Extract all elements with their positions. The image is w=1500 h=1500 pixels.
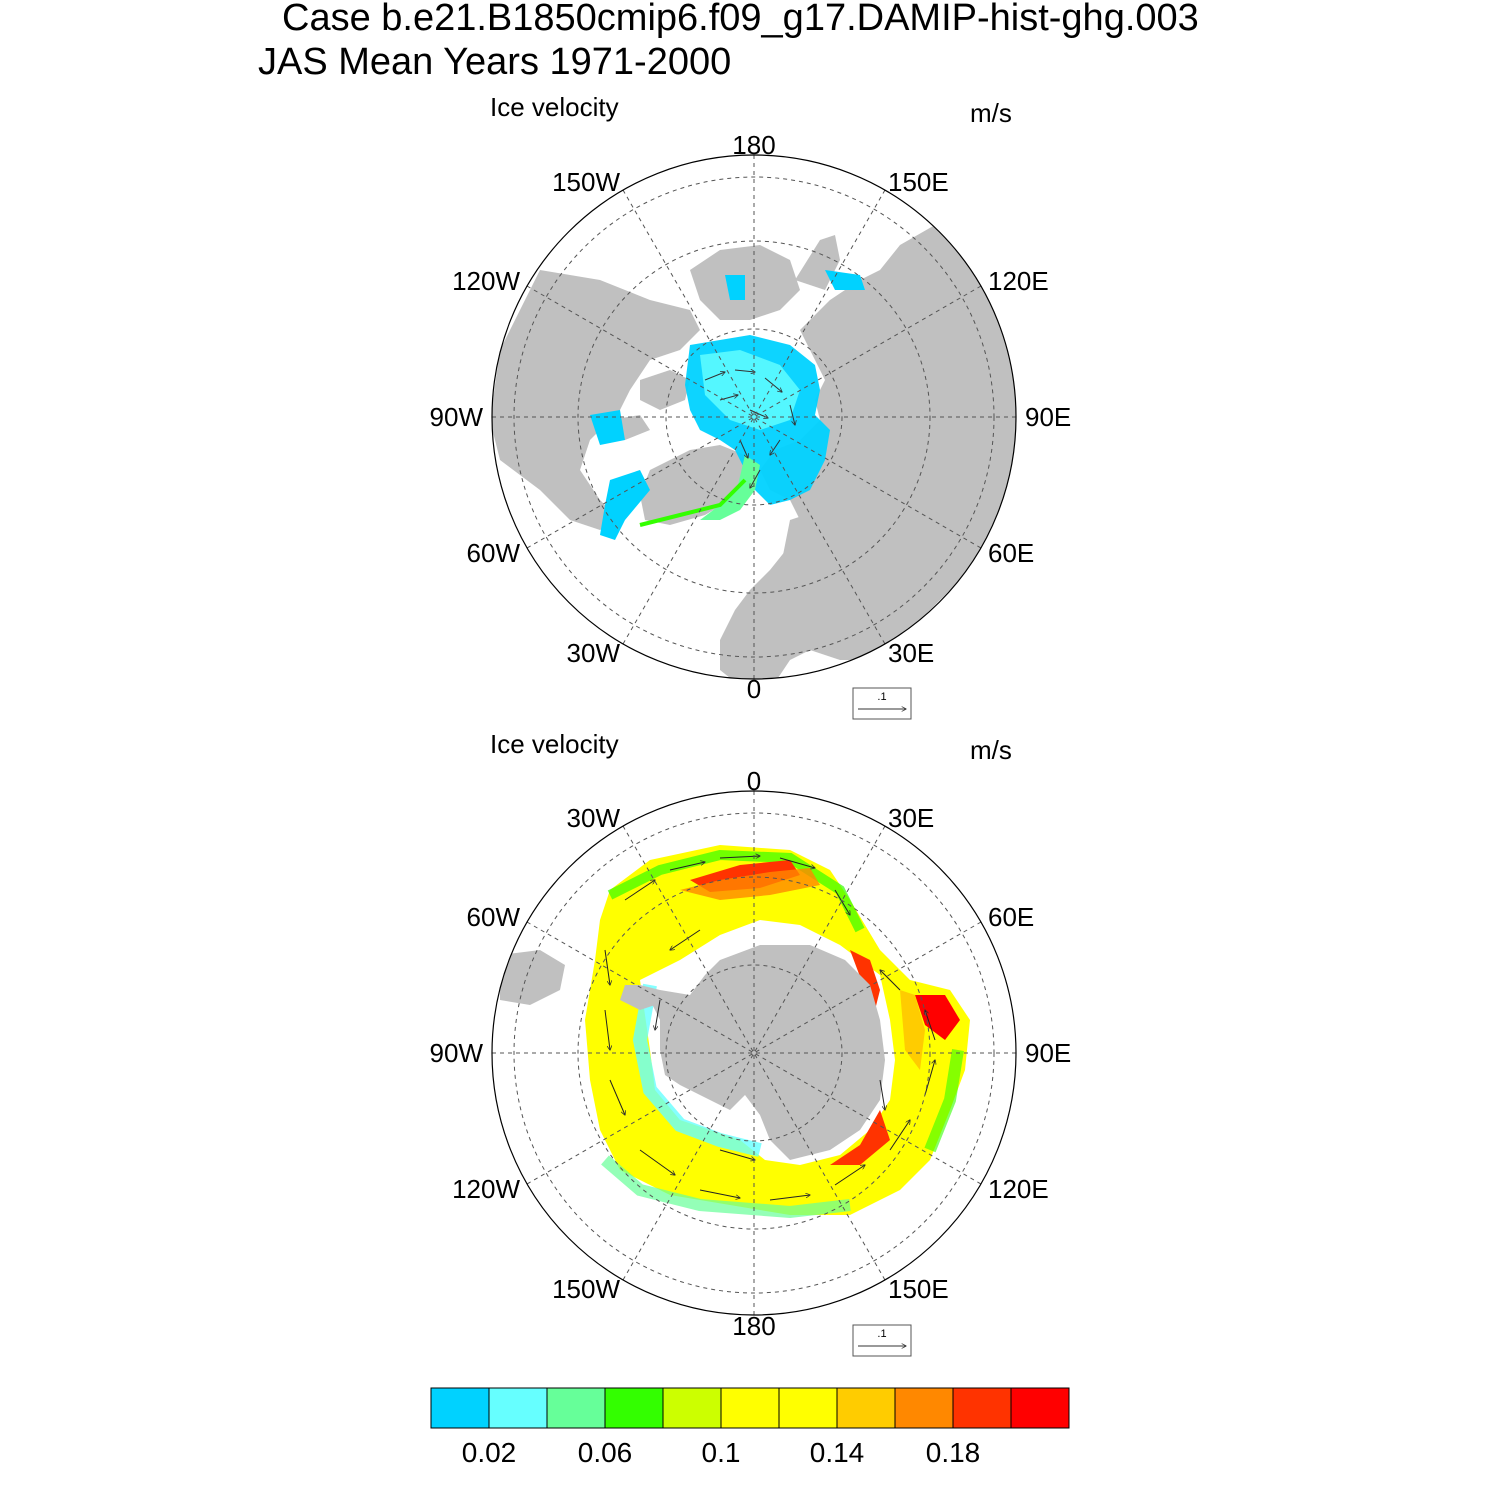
colorbar-box (662, 1387, 722, 1429)
north-land-archipelago (610, 370, 690, 440)
south-velocity-vectors (604, 856, 935, 1201)
colorbar-tick-label: 0.06 (578, 1437, 633, 1468)
south-sea-ice-cyan-inner (632, 983, 762, 1157)
north-reference-vector: .1 (852, 687, 912, 720)
north-lon-label: 90E (1025, 402, 1071, 432)
south-lon-label: 150E (888, 1274, 949, 1304)
south-lon-label: 30W (567, 803, 621, 833)
north-graticule (492, 155, 1016, 679)
north-sea-ice-hudson (590, 410, 625, 445)
south-lon-label: 0 (747, 766, 761, 796)
south-sea-ice-weddell-orange (680, 868, 820, 900)
south-lon-label: 180 (732, 1311, 775, 1341)
south-sea-ice-east-orange (900, 990, 925, 1070)
north-panel-units: m/s (970, 98, 1012, 128)
south-lon-label: 60W (467, 902, 521, 932)
south-map-border (491, 790, 1017, 1316)
colorbar-box (488, 1387, 548, 1429)
colorbar-box (836, 1387, 896, 1429)
south-lon-label: 150W (552, 1274, 620, 1304)
colorbar-box (1010, 1387, 1070, 1429)
figure-title-case: Case b.e21.B1850cmip6.f09_g17.DAMIP-hist… (282, 0, 1199, 39)
south-lon-label: 120E (988, 1174, 1049, 1204)
north-land-scandinavia (780, 510, 860, 610)
south-sea-ice-east-max (915, 995, 960, 1040)
north-reference-label: .1 (877, 691, 886, 703)
colorbar-box (720, 1387, 780, 1429)
south-graticule (492, 791, 1016, 1315)
south-lon-labels: 0 30E 60E 90E 120E 150E 180 150W 120W 90… (430, 766, 1072, 1341)
north-lon-label: 90W (430, 402, 484, 432)
north-map-border (491, 154, 1017, 680)
south-sea-ice-green-edge (601, 1155, 851, 1219)
south-lon-label: 120W (452, 1174, 520, 1204)
north-panel-title: Ice velocity (490, 92, 619, 122)
colorbar-box (952, 1387, 1012, 1429)
north-lon-label: 150W (552, 167, 620, 197)
north-lon-label: 60E (988, 538, 1034, 568)
figure-title-period: JAS Mean Years 1971-2000 (258, 41, 732, 83)
south-reference-vector: .1 (852, 1324, 912, 1357)
south-land-south-america (500, 950, 565, 1005)
north-lon-label: 0 (747, 674, 761, 704)
colorbar-box (778, 1387, 838, 1429)
colorbar-box (604, 1387, 664, 1429)
north-lon-label: 30E (888, 638, 934, 668)
north-sea-ice-greenland-east (700, 455, 760, 520)
colorbar-tick-label: 0.02 (462, 1437, 517, 1468)
colorbar-box (430, 1387, 490, 1429)
south-sea-ice-green-east (924, 1049, 964, 1153)
south-lon-label: 90E (1025, 1038, 1071, 1068)
north-lon-label: 30W (567, 638, 621, 668)
south-land-antarctic-peninsula (620, 985, 660, 1010)
north-sea-ice-bering (725, 270, 865, 300)
north-sea-ice-baffin (600, 470, 650, 540)
colorbar-tick-label: 0.14 (810, 1437, 865, 1468)
south-reference-label: .1 (877, 1328, 886, 1340)
colorbar (430, 1387, 1070, 1429)
south-lon-label: 90W (430, 1038, 484, 1068)
north-land-north-america (492, 270, 700, 530)
north-lon-label: 60W (467, 538, 521, 568)
north-sea-ice-inner (700, 350, 800, 430)
colorbar-labels: 0.02 0.06 0.1 0.14 0.18 (462, 1437, 981, 1468)
south-map-content (492, 791, 1016, 1315)
south-panel-title: Ice velocity (490, 729, 619, 759)
north-lon-label: 120W (452, 266, 520, 296)
north-map-content (492, 155, 1016, 679)
north-lon-labels: 180 150E 120E 90E 60E 30E 0 30W 60W 90W … (430, 130, 1072, 704)
colorbar-box (894, 1387, 954, 1429)
north-lon-label: 120E (988, 266, 1049, 296)
south-panel-units: m/s (970, 735, 1012, 765)
south-lon-label: 60E (988, 902, 1034, 932)
colorbar-tick-label: 0.1 (702, 1437, 741, 1468)
colorbar-box (546, 1387, 606, 1429)
south-lon-label: 30E (888, 803, 934, 833)
colorbar-tick-label: 0.18 (926, 1437, 981, 1468)
north-lon-label: 150E (888, 167, 949, 197)
north-lon-label: 180 (732, 130, 775, 160)
